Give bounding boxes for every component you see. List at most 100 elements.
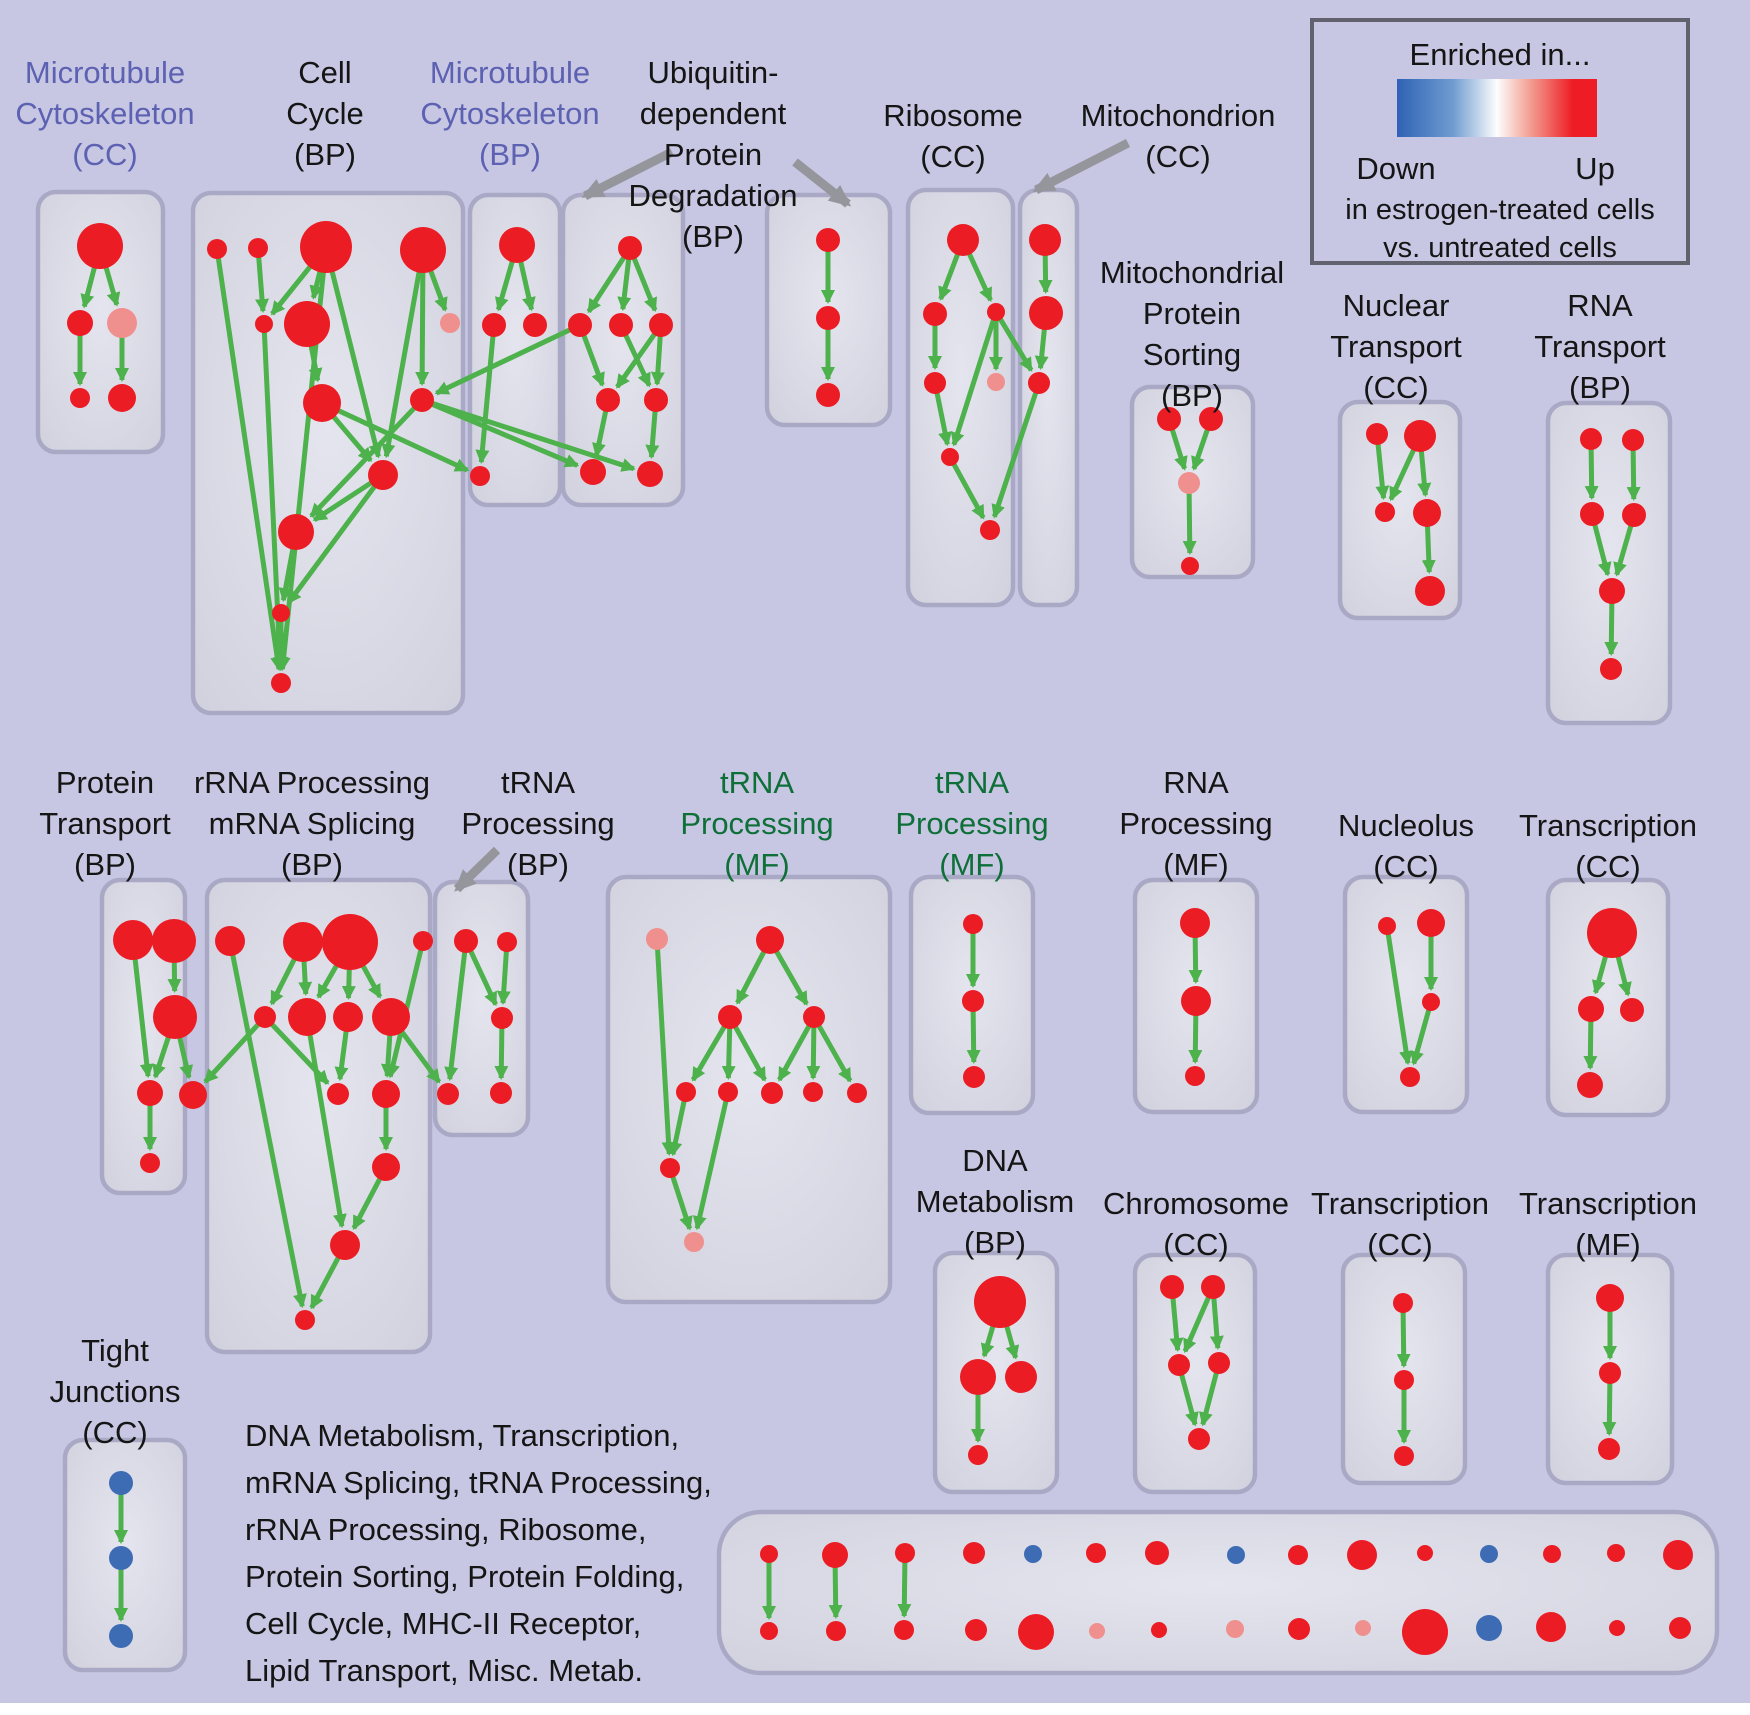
edge-mcc1-mcc2 [80,266,97,309]
node-dm4-red [968,1445,988,1465]
node-tg1-red [756,926,784,954]
node-tmf3-red [1598,1438,1620,1460]
node-r6-red [941,448,959,466]
node-rt2-red [1622,429,1644,451]
edge-rm4-rq2 [380,1034,395,1079]
node-ch3-red [1168,1354,1190,1376]
node-w6t-red [1086,1543,1106,1563]
edge-cc4-cc9 [415,271,430,387]
legend-subtitle-line1: in estrogen-treated cells [1345,194,1655,226]
cluster-label-dna-metabolism: DNA Metabolism (BP) [915,1143,1075,1260]
node-mcc4-red [70,388,90,408]
node-th1-red [676,1082,696,1102]
node-w15b-red [1669,1617,1691,1639]
edge-ms3-ms4 [1182,492,1197,556]
edge-mcc1-mcc3 [103,266,121,307]
legend-gradient-bar [1397,79,1597,137]
cluster-box-transcription-cc-bottom [1340,1252,1468,1486]
edge-rm3-rq1 [334,1030,349,1082]
cluster-label-chromosome: Chromosome (CC) [1102,1186,1290,1262]
edge-pt1-pt4 [132,958,154,1079]
node-th3-red [761,1082,783,1104]
node-rt1-red [1580,428,1602,450]
node-ux1-red [816,228,840,252]
node-r1-red [947,224,979,256]
node-ub7-red [637,461,663,487]
node-ch4-red [1208,1352,1230,1374]
edge-cc9-ub7 [431,401,636,472]
node-rm3-red [333,1002,363,1032]
node-dm2-red [960,1359,996,1395]
node-nt3-red [1375,502,1395,522]
node-w4t-red [963,1542,985,1564]
node-rm4-red [372,998,410,1036]
cluster-label-nucleolus: Nucleolus (CC) [1337,808,1475,884]
node-ub4-red [596,388,620,412]
edge-cc10-cc11 [312,480,373,523]
edge-ms1-ms3 [1169,428,1188,471]
node-cc8-red [303,384,341,422]
legend: Enriched in... Down Up in estrogen-treat… [1310,18,1690,265]
node-w2t-red [822,1542,848,1568]
edge-mbp1-mbp3 [518,261,536,312]
edge-rw1-rw2 [351,1177,383,1230]
edge-pt3-pt5 [177,1036,194,1080]
node-r4-red [924,372,946,394]
node-tj1-blue [109,1471,133,1495]
node-r3-red [987,303,1005,321]
node-pt5-red [179,1081,207,1109]
edge-cc8-cc10 [331,415,373,463]
edge-ch4-ch5 [1199,1372,1219,1427]
edge-ub5-ub7 [645,410,660,460]
edge-ch2-ch4 [1209,1297,1224,1351]
node-rw2-red [330,1230,360,1260]
node-tk1-red [660,1158,680,1178]
node-w5b-red [1018,1614,1054,1650]
node-w12b-blue [1476,1615,1502,1641]
node-rt4-red [1622,503,1646,527]
node-ub3-red [649,313,673,337]
node-ms1-red [1157,407,1181,431]
node-ub0-red [618,236,642,260]
node-rm1-red [254,1006,276,1028]
node-cc4-red [400,227,446,273]
edge-mt2-mt3 [1034,328,1049,371]
edge-ub0-ub2 [617,258,632,312]
node-w1t-red [760,1545,778,1563]
gray-arrow-mitochondrion [1032,138,1131,195]
node-w5t-blue [1024,1545,1042,1563]
node-w11t-red [1417,1545,1433,1561]
node-rt6-red [1600,658,1622,680]
edge-r3-mt3 [998,317,1034,372]
edge-tg2-th3 [733,1025,767,1082]
node-th2-red [718,1082,738,1102]
node-mbp1-red [499,227,535,263]
cluster-box-misc-wide [716,1509,1720,1676]
node-w13t-red [1543,1545,1561,1563]
node-pt3-red [153,995,197,1039]
node-rp1-red [1180,908,1210,938]
node-cc3-red [300,221,352,273]
node-ub2-red [609,313,633,337]
node-ch2-red [1201,1275,1225,1299]
edge-th2-tk2 [692,1100,729,1231]
node-rw1-red [372,1153,400,1181]
edge-ub3-ub5 [650,335,665,387]
edge-mt1-mt2 [1038,254,1053,295]
node-tb5-red [490,1082,512,1104]
node-tk2-pink [684,1232,704,1252]
gray-arrow-trna-bp [453,846,501,893]
node-w15t-red [1663,1540,1693,1570]
node-w14t-red [1607,1544,1625,1562]
node-w4b-red [965,1619,987,1641]
edge-rt3-rt5 [1592,524,1612,577]
edge-pt3-pt4 [152,1036,171,1079]
node-th4-red [803,1082,823,1102]
edge-tg1-tg2 [735,950,767,1005]
node-rp3-red [1185,1066,1205,1086]
node-mcc1-red [77,223,123,269]
legend-title: Enriched in... [1409,37,1591,72]
node-w12t-blue [1480,1545,1498,1563]
node-rt3-red [1580,502,1604,526]
